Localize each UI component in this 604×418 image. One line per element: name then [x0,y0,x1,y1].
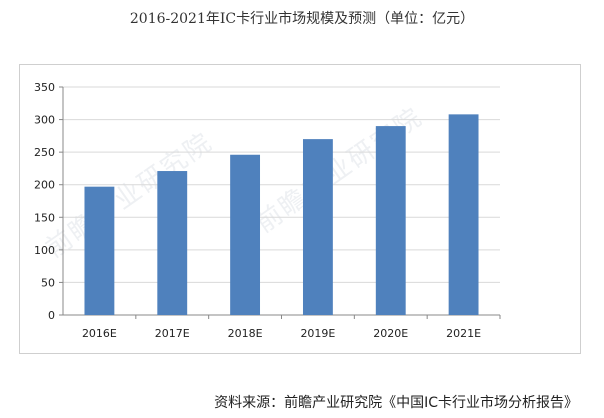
bar [302,139,333,315]
chart-frame [19,64,581,354]
y-tick-label: 100 [34,244,55,257]
tick-labels: 0 50 100 150 200 250 300 350 2016E 2017E 2018E 2019… [34,81,481,340]
x-tick-label: 2020E [373,327,408,340]
y-tick-label: 250 [34,146,55,159]
y-tick-label: 200 [34,179,55,192]
y-tick-label: 300 [34,114,55,127]
gridlines [63,86,500,283]
source-note: 资料来源：前瞻产业研究院《中国IC卡行业市场分析报告》 [214,395,578,411]
x-tick-label: 2016E [82,327,117,340]
bars [84,114,479,315]
x-tick-label: 2017E [155,327,190,340]
y-tick-label: 150 [34,211,55,224]
bar [230,154,261,315]
x-tick-label: 2019E [300,327,335,340]
bar [84,186,115,315]
x-tick-label: 2018E [228,327,263,340]
y-tick-label: 0 [48,309,55,322]
chart-title: 2016-2021年IC卡行业市场规模及预测（单位：亿元） [129,11,475,27]
y-tick-label: 350 [34,81,55,94]
bar [375,126,406,315]
bar [448,114,479,315]
bar [157,171,188,315]
y-tick-label: 50 [41,276,55,289]
x-tick-label: 2021E [446,327,481,340]
axes [59,86,501,319]
